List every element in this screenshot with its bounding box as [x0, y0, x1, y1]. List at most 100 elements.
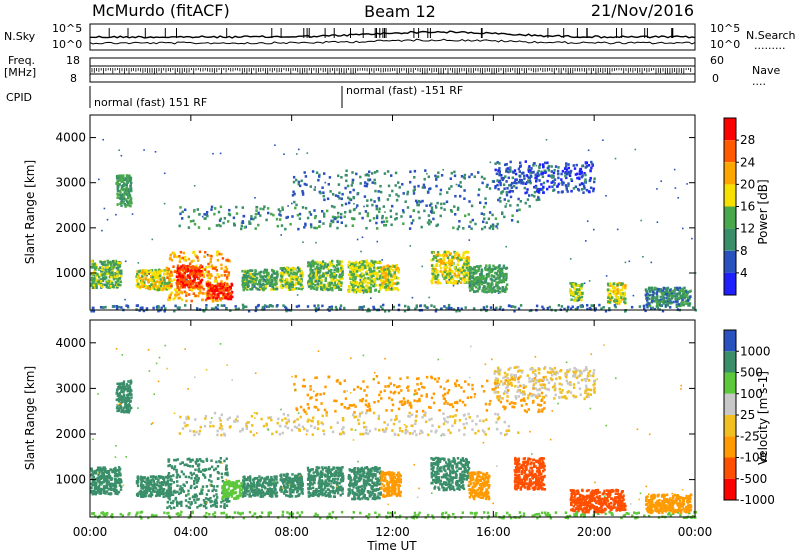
heat-cell	[493, 279, 496, 282]
heat-cell	[644, 293, 647, 297]
heat-cell	[527, 168, 530, 172]
heat-cell	[181, 217, 184, 220]
heat-cell	[694, 308, 697, 312]
heat-cell	[92, 265, 96, 268]
heat-cell	[679, 296, 683, 300]
heat-cell	[348, 289, 351, 292]
heat-cell	[285, 266, 288, 270]
heat-cell	[561, 180, 564, 184]
heat-cell	[329, 263, 332, 267]
heat-cell	[310, 225, 313, 229]
heat-cell	[492, 264, 495, 268]
heat-cell	[542, 165, 545, 168]
heat-cell	[566, 515, 569, 518]
heat-cell	[471, 218, 474, 222]
heat-cell	[93, 270, 96, 273]
heat-cell	[393, 282, 396, 285]
heat-cell	[219, 205, 223, 209]
heat-speckle	[686, 183, 688, 185]
heat-cell	[328, 284, 331, 288]
heat-cell	[184, 266, 188, 269]
heat-cell	[92, 281, 95, 284]
heat-cell	[122, 174, 125, 177]
heat-cell	[205, 281, 208, 284]
heat-speckle	[219, 152, 222, 155]
heat-cell	[105, 269, 108, 273]
heat-cell	[276, 273, 279, 276]
heat-cell	[491, 289, 495, 293]
heat-cell	[179, 257, 182, 261]
heat-cell	[338, 263, 342, 266]
heat-cell	[351, 181, 354, 185]
heat-cell	[469, 511, 473, 515]
heat-speckle	[545, 139, 548, 141]
heat-cell	[383, 280, 386, 284]
heat-cell	[341, 270, 344, 273]
heat-cell	[130, 181, 133, 185]
heat-cell	[168, 298, 171, 302]
heat-cell	[354, 284, 357, 287]
heat-cell	[434, 264, 437, 268]
heat-cell	[251, 287, 254, 291]
heat-cell	[457, 253, 461, 257]
heat-cell	[350, 280, 353, 284]
heat-cell	[494, 271, 497, 275]
heat-cell	[309, 274, 312, 277]
heat-cell	[268, 304, 272, 307]
heat-cell	[207, 287, 210, 291]
heat-cell	[656, 303, 659, 306]
heat-cell	[168, 278, 171, 282]
heat-cell	[469, 272, 472, 275]
heat-cell	[574, 282, 578, 286]
heat-cell	[321, 304, 324, 308]
heat-cell	[253, 272, 256, 275]
heat-cell	[648, 302, 651, 305]
heat-cell	[531, 514, 534, 517]
heat-cell	[122, 184, 125, 187]
heat-cell	[167, 267, 170, 271]
heat-cell	[214, 277, 217, 281]
heat-cell	[281, 208, 284, 211]
heat-cell	[261, 275, 265, 278]
heat-cell	[436, 201, 439, 205]
heat-cell	[289, 279, 293, 282]
heat-cell	[528, 205, 531, 208]
heat-cell	[187, 284, 190, 288]
heat-cell	[261, 277, 264, 280]
heat-cell	[445, 250, 448, 254]
heat-cell	[656, 295, 659, 298]
heat-cell	[509, 183, 513, 187]
heat-cell	[546, 161, 549, 165]
heat-cell	[265, 270, 268, 274]
heat-cell	[506, 511, 509, 515]
heat-cell	[502, 289, 506, 293]
heat-cell	[125, 198, 128, 201]
heat-cell	[374, 189, 377, 193]
heat-cell	[200, 284, 203, 287]
heat-cell	[155, 274, 158, 277]
heat-cell	[158, 283, 161, 286]
heat-cell	[337, 282, 341, 285]
heat-cell	[476, 269, 479, 273]
heat-cell	[341, 277, 344, 280]
heat-cell	[100, 262, 104, 265]
heat-speckle	[353, 203, 355, 205]
heat-cell	[656, 290, 659, 293]
heat-cell	[278, 213, 281, 216]
heat-cell	[324, 265, 327, 268]
heat-cell	[312, 265, 315, 268]
heat-cell	[537, 169, 540, 173]
heat-cell	[456, 251, 459, 255]
heat-cell	[366, 309, 369, 313]
heat-cell	[430, 304, 433, 307]
heat-cell	[217, 288, 220, 292]
heat-cell	[683, 286, 686, 290]
heat-cell	[435, 206, 438, 209]
heat-cell	[333, 205, 336, 209]
heat-cell	[291, 266, 294, 270]
heat-cell	[314, 267, 317, 271]
heat-cell	[376, 272, 379, 276]
power-x-ticks	[89, 115, 696, 310]
heat-cell	[494, 217, 498, 220]
heat-cell	[509, 204, 512, 207]
